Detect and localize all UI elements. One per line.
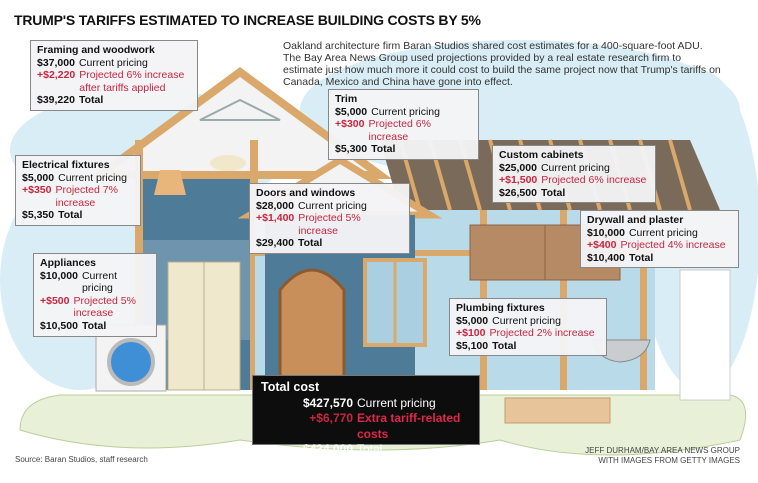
total-price: $10,500 (40, 319, 78, 332)
appliances-callout: Appliances $10,000 Current pricing +$500 P… (33, 253, 157, 337)
total-price: $5,300 (335, 143, 368, 156)
increase-amount: +$1,400 (256, 212, 295, 225)
source-note: Source: Baran Studios, staff research (15, 455, 148, 464)
total-price: $10,400 (587, 251, 625, 264)
increase-label: Projected 5% increase (298, 212, 361, 237)
current-label: Current pricing (357, 395, 436, 410)
credit-line-2: WITH IMAGES FROM GETTY IMAGES (598, 456, 740, 465)
doors-windows-callout: Doors and windows $28,000 Current pricing… (249, 183, 410, 254)
total-cost-box: Total cost $427,570 Current pricing +$6,7… (252, 375, 480, 456)
increase-amount: +$500 (40, 294, 70, 307)
total-label: Total (628, 251, 654, 264)
total-label: Total (357, 442, 383, 456)
current-label: Current pricing (628, 226, 698, 239)
increase-label: Projected 6% increase (368, 118, 431, 143)
current-label: Current pricing (492, 314, 561, 327)
current-price: $25,000 (499, 161, 537, 174)
current-price: $10,000 (40, 269, 78, 282)
total-label: Total (492, 339, 517, 352)
total-price: $29,400 (256, 237, 294, 250)
current-label: Current pricing (371, 105, 440, 118)
current-price: $10,000 (587, 226, 625, 239)
increase-label: Projected 2% increase (489, 327, 595, 340)
total-label: Total (58, 209, 83, 222)
increase-label: Projected 6% increase after tariffs appl… (79, 69, 185, 94)
total-label: Total (78, 94, 104, 107)
callout-heading: Appliances (40, 257, 97, 269)
drywall-callout: Drywall and plaster $10,000 Current prici… (580, 210, 739, 269)
callout-heading: Custom cabinets (499, 149, 584, 161)
current-price: $28,000 (256, 199, 294, 212)
total-price: $434,000 (302, 442, 353, 456)
total-label: Total (297, 237, 323, 250)
total-price: $5,100 (456, 339, 489, 352)
total-price: $5,350 (22, 209, 55, 222)
increase-label: Projected 7% increase (55, 184, 118, 209)
intro-text: Oakland architecture firm Baran Studios … (283, 40, 721, 88)
increase-amount: +$2,220 (37, 69, 76, 82)
increase-amount: +$100 (456, 327, 486, 340)
current-label: Current pricing (81, 269, 117, 295)
current-price: $5,000 (456, 314, 489, 327)
current-price: $37,000 (37, 56, 75, 69)
trim-callout: Trim $5,000 Current pricing +$300 Projecte… (328, 89, 479, 160)
increase-amount: +$350 (22, 184, 52, 197)
cabinets-callout: Custom cabinets $25,000 Current pricing +… (492, 145, 656, 204)
current-price: $5,000 (22, 171, 55, 184)
callout-heading: Trim (335, 93, 358, 105)
current-price: $5,000 (335, 105, 368, 118)
credit-line-1: JEFF DURHAM/BAY AREA NEWS GROUP (585, 446, 740, 455)
current-label: Current pricing (78, 56, 148, 69)
current-label: Current pricing (540, 161, 610, 174)
increase-amount: +$1,500 (499, 174, 538, 187)
increase-amount: +$400 (587, 239, 617, 252)
callout-heading: Plumbing fixtures (456, 302, 545, 314)
increase-label: Projected 6% increase (541, 174, 647, 187)
total-cost-heading: Total cost (261, 380, 320, 394)
total-price: $39,220 (37, 94, 75, 107)
increase-amount: +$300 (335, 118, 365, 131)
electrical-callout: Electrical fixtures $5,000 Current pricin… (15, 155, 141, 226)
increase-label: Projected 5% increase (73, 294, 136, 320)
callout-heading: Framing and woodwork (37, 44, 155, 56)
total-label: Total (81, 319, 107, 332)
callout-heading: Doors and windows (256, 187, 356, 199)
credit: JEFF DURHAM/BAY AREA NEWS GROUP WITH IMA… (585, 446, 740, 466)
increase-label: Projected 4% increase (620, 239, 726, 252)
increase-amount: +$6,770 (309, 411, 353, 425)
total-label: Total (540, 186, 566, 199)
current-price: $427,570 (302, 395, 353, 410)
total-label: Total (371, 143, 396, 156)
increase-label: Extra tariff-related costs (357, 411, 461, 441)
callout-heading: Electrical fixtures (22, 159, 110, 171)
callout-heading: Drywall and plaster (587, 214, 684, 226)
page-title: TRUMP'S TARIFFS ESTIMATED TO INCREASE BU… (14, 12, 481, 28)
total-price: $26,500 (499, 186, 537, 199)
current-label: Current pricing (297, 199, 367, 212)
plumbing-callout: Plumbing fixtures $5,000 Current pricing … (449, 298, 607, 357)
current-label: Current pricing (58, 171, 127, 184)
framing-callout: Framing and woodwork $37,000 Current pric… (30, 40, 198, 111)
